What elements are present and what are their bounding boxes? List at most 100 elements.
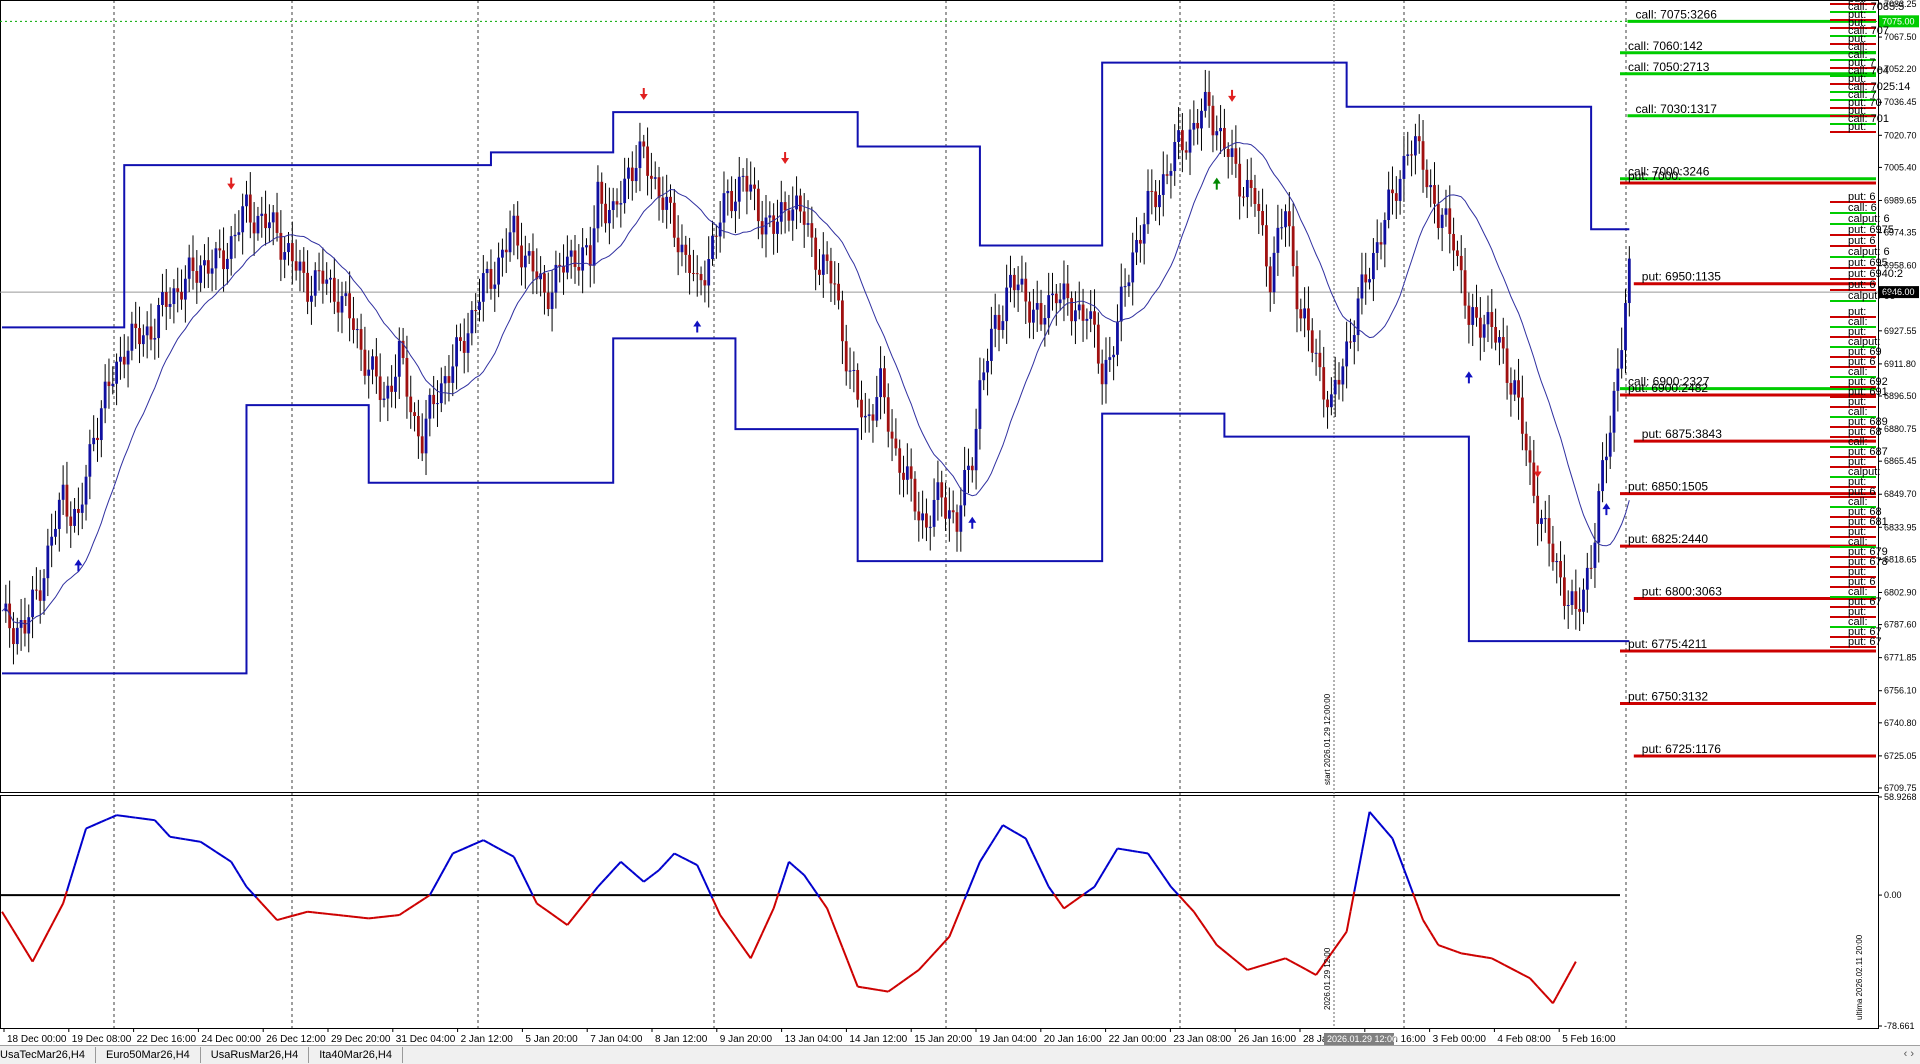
candle-body — [229, 236, 233, 259]
oscillator-segment — [457, 848, 464, 853]
oscillator-segment — [1002, 824, 1008, 829]
candle-body — [222, 250, 225, 270]
candle-body — [1627, 258, 1631, 304]
candle-body — [245, 194, 248, 207]
time-tick-label: 19 Jan 04:00 — [979, 1034, 1037, 1045]
oscillator-segment — [1457, 951, 1462, 955]
tab-usatecmar26[interactable]: UsaTecMar26,H4 — [0, 1047, 96, 1063]
candle-body — [772, 215, 776, 234]
candle-body — [1032, 309, 1035, 323]
candle-body — [1562, 577, 1566, 606]
tab-euro50mar26[interactable]: Euro50Mar26,H4 — [96, 1047, 201, 1063]
oscillator-segment — [882, 989, 889, 993]
price-axis: 7083.25 7075.00 7067.50 7052.20 7036.45 7020.… — [1878, 0, 1919, 793]
oscillator-segment — [472, 841, 479, 846]
stack-level-label: call: 7085:5 — [1848, 1, 1904, 13]
tabs-scroll-arrows[interactable]: ‹ › — [1903, 1048, 1914, 1060]
oscillator-segment — [846, 960, 854, 974]
oscillator-segment — [551, 913, 558, 919]
oscillator-segment — [1170, 886, 1176, 892]
oscillator-segment — [768, 907, 775, 918]
candle-body — [1142, 224, 1146, 244]
candle-body — [256, 215, 260, 234]
candle-body — [512, 215, 516, 233]
candle-body — [1177, 130, 1180, 142]
candle-body — [157, 305, 161, 339]
oscillator-segment — [1043, 878, 1050, 888]
channel-lower-line — [2, 337, 1630, 675]
candle-body — [993, 314, 997, 329]
oscillator-segment — [286, 914, 293, 919]
oscillator-segment — [528, 887, 534, 897]
oscillator-tick-label: 58.9268 — [1884, 792, 1917, 802]
oscillator-segment — [576, 905, 584, 913]
oscillator-segment — [1097, 873, 1104, 881]
candle-body — [1547, 518, 1551, 544]
stack-level-label: put: 67 — [1848, 596, 1882, 608]
oscillator-segment — [292, 913, 298, 917]
candle-body — [890, 431, 894, 439]
oscillator-segment — [933, 947, 940, 955]
candle-body — [416, 416, 420, 437]
oscillator-segment — [255, 897, 263, 905]
candle-body — [909, 466, 913, 479]
oscillator-segment — [1368, 811, 1375, 817]
oscillator-segment — [1147, 852, 1153, 860]
tab-ita40mar26[interactable]: Ita40Mar26,H4 — [309, 1047, 403, 1063]
candle-body — [1154, 191, 1158, 208]
time-tick-label: 3 Feb 00:00 — [1433, 1034, 1487, 1045]
candle-body — [676, 237, 680, 253]
time-tick-label: 15 Jan 20:00 — [914, 1034, 972, 1045]
candle-body — [252, 222, 256, 234]
price-tick-label: 6849.70 — [1884, 489, 1917, 499]
oscillator-segment — [57, 902, 65, 914]
candle-body — [84, 476, 88, 505]
oscillator-segment — [601, 877, 607, 884]
candle-body — [1051, 293, 1054, 296]
candle-body — [1429, 185, 1433, 188]
candle-body — [1513, 380, 1517, 395]
candle-body — [967, 465, 970, 470]
candle-body — [1226, 149, 1230, 157]
candle-body — [611, 201, 615, 210]
option-level-label: call: 7050:2713 — [1628, 60, 1710, 74]
candle-body — [1012, 274, 1016, 291]
candle-body — [352, 318, 355, 330]
candle-body — [1532, 462, 1536, 496]
oscillator-segment — [1432, 936, 1437, 942]
time-tick-label: 22 Jan 00:00 — [1109, 1034, 1167, 1045]
start-label: start 2026.01.29 12:00:00 — [1323, 693, 1332, 785]
oscillator-segment — [1300, 965, 1307, 971]
candle-body — [1043, 318, 1047, 325]
oscillator-segment — [348, 915, 354, 918]
candle-body — [1498, 337, 1501, 343]
candle-body — [1192, 122, 1196, 130]
candle-body — [1070, 298, 1073, 322]
price-tick-label: 6833.95 — [1884, 522, 1917, 532]
oscillator-segment — [46, 922, 54, 933]
candle-body — [378, 376, 382, 401]
stack-level-label: put: 68 — [1848, 506, 1882, 518]
stack-level-label: put: 6 — [1848, 356, 1876, 368]
candle-body — [317, 270, 321, 272]
oscillator-segment — [302, 910, 308, 915]
oscillator-segment — [648, 875, 653, 879]
tab-usarusmar26[interactable]: UsaRusMar26,H4 — [201, 1047, 310, 1063]
candle-body — [1452, 233, 1455, 251]
oscillator-segment — [635, 874, 641, 880]
oscillator-segment — [561, 920, 568, 926]
oscillator-segment — [245, 886, 253, 893]
oscillator-segment — [677, 854, 683, 859]
oscillator-segment — [1417, 906, 1424, 921]
oscillator-segment — [765, 916, 771, 926]
oscillator-segment — [1384, 828, 1390, 835]
symbol-tabs-bar: UsaTecMar26,H4 Euro50Mar26,H4 UsaRusMar2… — [0, 1045, 1920, 1064]
candle-body — [191, 257, 195, 272]
oscillator-tick-label: -78.661 — [1884, 1021, 1915, 1031]
candle-body — [1058, 299, 1062, 304]
oscillator-segment — [129, 815, 136, 819]
candle-body — [199, 265, 203, 283]
candle-body — [130, 323, 134, 351]
candle-body — [374, 356, 378, 377]
